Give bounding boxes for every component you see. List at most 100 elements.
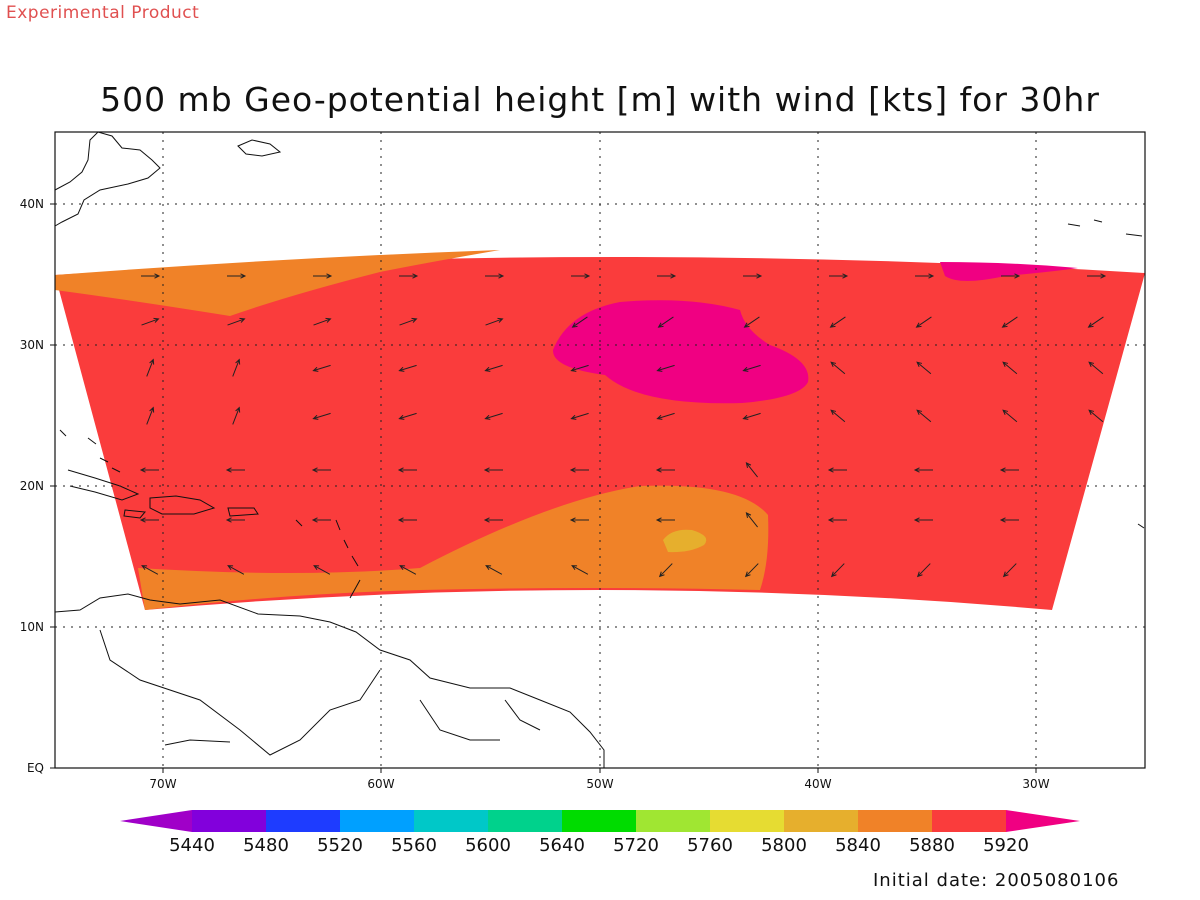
colorbar-segment (488, 810, 562, 832)
field-5880-north-region (55, 250, 500, 316)
wind-vector-arrow (485, 565, 503, 575)
colorbar-label-5440: 5440 (169, 835, 215, 856)
colorbar-label-5480: 5480 (243, 835, 289, 856)
colorbar-label-5800: 5800 (761, 835, 807, 856)
wind-vector-arrow (139, 517, 159, 523)
colorbar-segment (414, 810, 488, 832)
wind-vector-arrow (830, 409, 846, 423)
wind-vector-arrow (916, 409, 932, 423)
colorbar-segment (340, 810, 414, 832)
wind-vector-arrow (657, 273, 677, 279)
wind-vector-arrow (225, 517, 245, 523)
colorbar-segment (710, 810, 784, 832)
colorbar-label-5640: 5640 (539, 835, 585, 856)
wind-vectors (139, 273, 1107, 578)
colorbar-label-5560: 5560 (391, 835, 437, 856)
wind-vector-arrow (141, 565, 159, 575)
coastline-bahamas (59, 429, 121, 473)
wind-vector-arrow (399, 273, 419, 279)
wind-vector-arrow (570, 412, 589, 420)
wind-vector-arrow (569, 467, 589, 473)
wind-vector-arrow (399, 565, 417, 575)
lon-label-30w: 30W (1022, 777, 1049, 791)
wind-vector-arrow (829, 316, 846, 328)
wind-vector-arrow (311, 517, 331, 523)
wind-vector-arrow (913, 517, 933, 523)
wind-vector-arrow (1001, 316, 1018, 328)
wind-vector-arrow (312, 364, 331, 372)
wind-vector-arrow (1002, 361, 1018, 375)
colorbar-label-5600: 5600 (465, 835, 511, 856)
colorbar-segment (266, 810, 340, 832)
colorbar-label-5880: 5880 (909, 835, 955, 856)
wind-vector-arrow (571, 565, 589, 575)
colorbar-left-arrow (120, 810, 192, 832)
wind-vector-arrow (313, 565, 331, 575)
wind-vector-arrow (312, 412, 331, 420)
coastline-lesser-antilles (295, 519, 361, 599)
tick-marks (50, 203, 1037, 773)
wind-vector-arrow (227, 317, 246, 326)
wind-vector-arrow (146, 358, 155, 377)
wind-vector-arrow (397, 467, 417, 473)
wind-vector-arrow (1088, 361, 1104, 375)
lat-label-20n: 20N (20, 479, 44, 493)
colorbar-segment (562, 810, 636, 832)
lat-label-30n: 30N (20, 338, 44, 352)
wind-vector-arrow (141, 273, 161, 279)
coastline-jamaica (123, 509, 146, 519)
wind-vector-arrow (571, 316, 588, 328)
wind-vector-arrow (141, 317, 160, 326)
wind-vector-arrow (483, 517, 503, 523)
coastline-cuba (67, 469, 140, 501)
wind-vector-arrow (232, 406, 241, 425)
wind-vector-arrow (999, 517, 1019, 523)
lat-label-eq: EQ (27, 761, 44, 775)
wind-vector-arrow (311, 467, 331, 473)
colorbar-segment (784, 810, 858, 832)
wind-vector-arrow (743, 316, 760, 328)
wind-vector-arrow (225, 467, 245, 473)
wind-vector-arrow (743, 273, 763, 279)
wind-vector-arrow (916, 361, 932, 375)
colorbar-segment (192, 810, 266, 832)
field-5960-central-region (552, 300, 809, 404)
wind-vector-arrow (915, 316, 932, 328)
wind-vector-arrow (830, 361, 846, 375)
wind-vector-arrow (655, 517, 675, 523)
lon-label-40w: 40W (804, 777, 831, 791)
wind-vector-arrow (569, 517, 589, 523)
wind-vector-arrow (227, 565, 245, 575)
colorbar (120, 810, 1080, 832)
wind-vector-arrow (829, 273, 849, 279)
lon-label-60w: 60W (367, 777, 394, 791)
wind-vector-arrow (827, 517, 847, 523)
field-5960-northeast-region (940, 262, 1078, 281)
wind-vector-arrow (655, 467, 675, 473)
wind-vector-arrow (485, 273, 505, 279)
colorbar-right-arrow (1006, 810, 1080, 832)
coastline-azores (1067, 219, 1145, 529)
wind-vector-arrow (1002, 409, 1018, 423)
coastline-interior-borders (99, 629, 541, 756)
wind-vector-arrow (1087, 316, 1104, 328)
grid-lines (55, 132, 1145, 768)
colorbar-segment (932, 810, 1006, 832)
wind-vector-arrow (745, 462, 758, 478)
coastline-puerto-rico (227, 507, 259, 517)
wind-vector-arrow (657, 316, 674, 328)
wind-vector-arrow (999, 467, 1019, 473)
wind-vector-arrow (397, 517, 417, 523)
colorbar-label-5840: 5840 (835, 835, 881, 856)
coastline-south-america (54, 593, 605, 768)
wind-vector-arrow (398, 364, 417, 372)
experimental-product-label: Experimental Product (6, 3, 200, 23)
wind-vector-arrow (656, 364, 675, 372)
wind-vector-arrow (742, 412, 761, 420)
wind-vector-arrow (913, 467, 933, 473)
wind-vector-arrow (232, 358, 241, 377)
wind-vector-arrow (658, 563, 673, 578)
wind-vector-arrow (139, 467, 159, 473)
coastline-hispaniola (149, 495, 216, 515)
